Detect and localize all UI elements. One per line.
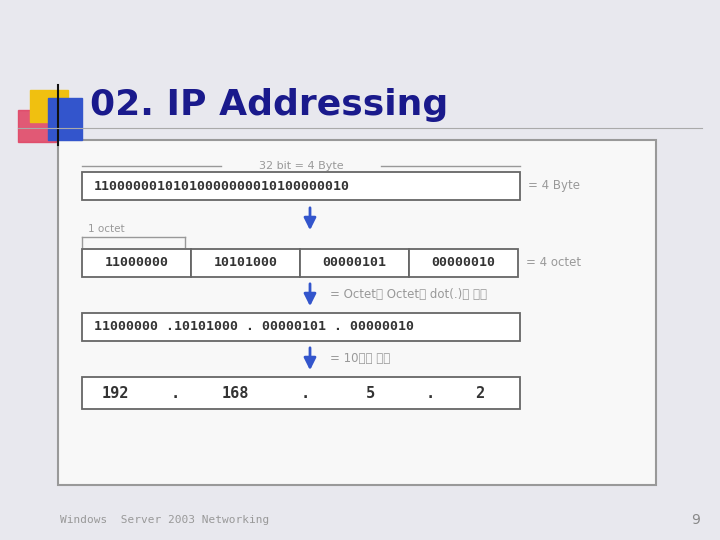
FancyBboxPatch shape bbox=[82, 377, 520, 409]
Text: 1 octet: 1 octet bbox=[88, 224, 125, 234]
Text: 32 bit = 4 Byte: 32 bit = 4 Byte bbox=[258, 161, 343, 171]
FancyBboxPatch shape bbox=[82, 249, 191, 277]
Text: .: . bbox=[171, 386, 179, 401]
Text: 11000000: 11000000 bbox=[104, 256, 168, 269]
Text: 00000010: 00000010 bbox=[431, 256, 495, 269]
FancyBboxPatch shape bbox=[82, 313, 520, 341]
FancyBboxPatch shape bbox=[58, 140, 656, 485]
Text: = Octet와 Octet를 dot(.)로 구분: = Octet와 Octet를 dot(.)로 구분 bbox=[330, 288, 487, 301]
Text: Windows  Server 2003 Networking: Windows Server 2003 Networking bbox=[60, 515, 269, 525]
FancyBboxPatch shape bbox=[300, 249, 409, 277]
Text: 9: 9 bbox=[691, 513, 700, 527]
Bar bbox=[48, 98, 82, 140]
Text: 2: 2 bbox=[475, 386, 485, 401]
Text: 11000000101010000000010100000010: 11000000101010000000010100000010 bbox=[94, 179, 350, 192]
Text: = 4 Byte: = 4 Byte bbox=[528, 179, 580, 192]
Text: .: . bbox=[426, 386, 435, 401]
FancyBboxPatch shape bbox=[82, 172, 520, 200]
Bar bbox=[30, 90, 68, 122]
Text: 10101000: 10101000 bbox=[214, 256, 277, 269]
FancyBboxPatch shape bbox=[409, 249, 518, 277]
Text: 02. IP Addressing: 02. IP Addressing bbox=[90, 88, 449, 122]
Text: 00000101: 00000101 bbox=[323, 256, 387, 269]
Text: 192: 192 bbox=[102, 386, 129, 401]
FancyBboxPatch shape bbox=[191, 249, 300, 277]
Text: = 4 octet: = 4 octet bbox=[526, 256, 581, 269]
Text: 168: 168 bbox=[221, 386, 248, 401]
Bar bbox=[18, 110, 56, 142]
Text: 5: 5 bbox=[366, 386, 374, 401]
Text: 11000000 .10101000 . 00000101 . 00000010: 11000000 .10101000 . 00000101 . 00000010 bbox=[94, 321, 414, 334]
Text: .: . bbox=[300, 386, 310, 401]
Text: = 10진수 표기: = 10진수 표기 bbox=[330, 353, 390, 366]
